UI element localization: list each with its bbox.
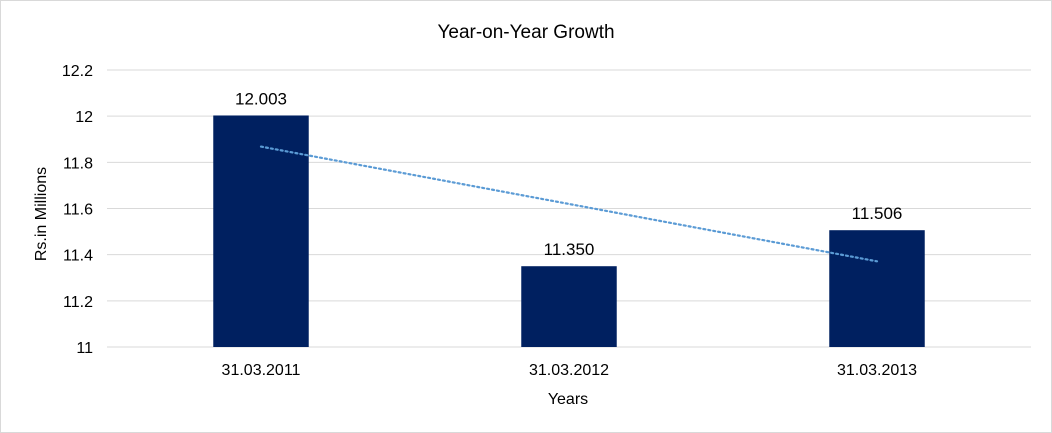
y-axis-ticks: 11 11.2 11.4 11.6 11.8 12 12.2: [62, 63, 93, 357]
x-tick-label: 31.03.2011: [222, 362, 301, 379]
y-tick-label: 12: [75, 109, 93, 126]
x-tick-label: 31.03.2012: [529, 362, 609, 379]
y-tick-label: 11.2: [63, 294, 93, 311]
y-tick-label: 11.6: [63, 202, 93, 219]
bar: [521, 266, 617, 347]
trendline-line: [259, 145, 879, 263]
y-tick-label: 12.2: [62, 63, 93, 80]
y-axis-title: Rs.in Millions: [33, 167, 50, 261]
y-tick-label: 11.8: [63, 155, 93, 172]
y-tick-label: 11: [76, 340, 93, 357]
bar: [829, 230, 925, 347]
data-label: 11.350: [544, 240, 595, 259]
data-label: 12.003: [235, 89, 287, 108]
x-tick-label: 31.03.2013: [837, 362, 917, 379]
x-axis-title: Years: [548, 391, 588, 408]
data-labels: 12.003 11.350 11.506: [235, 89, 902, 259]
x-axis-ticks: 31.03.2011 31.03.2012 31.03.2013: [222, 362, 918, 379]
trendline: [259, 145, 879, 263]
y-tick-label: 11.4: [63, 248, 93, 265]
bar: [213, 115, 309, 347]
chart-title: Year-on-Year Growth: [437, 22, 614, 43]
bars: [213, 115, 925, 347]
data-label: 11.506: [852, 204, 903, 223]
